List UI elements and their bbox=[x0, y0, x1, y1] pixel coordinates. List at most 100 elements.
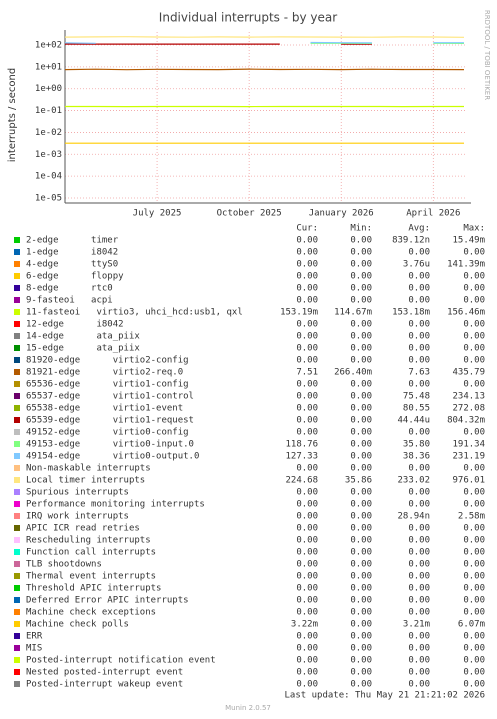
legend-stat: 153.18m bbox=[392, 308, 430, 318]
legend-stat: 0.00 bbox=[350, 668, 372, 678]
legend-stat: 0.00 bbox=[296, 560, 318, 570]
legend-label: MIS bbox=[26, 644, 42, 654]
legend-stat: 0.00 bbox=[463, 536, 485, 546]
series-line bbox=[64, 41, 464, 44]
legend-swatch bbox=[14, 417, 20, 423]
legend-stat: 0.00 bbox=[408, 596, 430, 606]
legend-stat: 0.00 bbox=[296, 356, 318, 366]
legend-stat: 0.00 bbox=[296, 488, 318, 498]
legend-swatch bbox=[14, 621, 20, 627]
legend-column-header: Cur: bbox=[296, 224, 318, 234]
legend-stat: 0.00 bbox=[350, 452, 372, 462]
legend-stat: 0.00 bbox=[296, 572, 318, 582]
legend-label: Performance monitoring interrupts bbox=[26, 500, 205, 510]
legend-stat: 804.32m bbox=[447, 416, 485, 426]
legend-stat: 0.00 bbox=[350, 656, 372, 666]
legend-stat: 0.00 bbox=[350, 536, 372, 546]
legend-stat: 0.00 bbox=[408, 332, 430, 342]
series-line bbox=[64, 36, 465, 38]
legend-stat: 0.00 bbox=[408, 284, 430, 294]
legend-swatch bbox=[14, 681, 20, 687]
legend-stat: 0.00 bbox=[463, 356, 485, 366]
legend-swatch bbox=[14, 309, 20, 315]
legend-label: IRQ work interrupts bbox=[26, 512, 129, 522]
legend-stat: 38.36 bbox=[403, 452, 430, 462]
legend-swatch bbox=[14, 477, 20, 483]
legend-swatch bbox=[14, 237, 20, 243]
legend-swatch bbox=[14, 285, 20, 291]
legend-stat: 44.44u bbox=[397, 416, 430, 426]
legend-stat: 0.00 bbox=[463, 284, 485, 294]
x-tick-label: July 2025 bbox=[133, 209, 182, 219]
legend-stat: 0.00 bbox=[463, 380, 485, 390]
legend-label: 2-edge timer bbox=[26, 236, 119, 246]
legend-stat: 118.76 bbox=[285, 440, 318, 450]
legend-stat: 0.00 bbox=[408, 272, 430, 282]
y-tick-label: 1e-05 bbox=[35, 193, 62, 203]
legend-label: 11-fasteoi virtio3, uhci_hcd:usb1, qxl bbox=[26, 308, 243, 318]
legend-stat: 0.00 bbox=[350, 572, 372, 582]
legend-stat: 976.01 bbox=[452, 476, 485, 486]
legend-stat: 0.00 bbox=[350, 248, 372, 258]
legend-stat: 0.00 bbox=[408, 344, 430, 354]
legend-swatch bbox=[14, 453, 20, 459]
legend-label: 8-edge rtc0 bbox=[26, 284, 113, 294]
legend-label: Spurious interrupts bbox=[26, 488, 129, 498]
x-tick-label: January 2026 bbox=[309, 209, 374, 219]
legend-stat: 7.63 bbox=[408, 368, 430, 378]
chart-title: Individual interrupts - by year bbox=[159, 11, 337, 25]
legend-label: 49154-edge virtio0-output.0 bbox=[26, 452, 199, 462]
legend-label: Function call interrupts bbox=[26, 548, 156, 558]
legend-label: Threshold APIC interrupts bbox=[26, 584, 161, 594]
legend-stat: 0.00 bbox=[350, 548, 372, 558]
legend-stat: 0.00 bbox=[408, 536, 430, 546]
legend-stat: 0.00 bbox=[296, 668, 318, 678]
legend-stat: 272.08 bbox=[452, 404, 485, 414]
legend-label: TLB shootdowns bbox=[26, 560, 102, 570]
legend-label: 65537-edge virtio1-control bbox=[26, 392, 194, 402]
legend-swatch bbox=[14, 537, 20, 543]
y-axis-label: interrupts / second bbox=[7, 68, 18, 162]
legend-stat: 0.00 bbox=[408, 296, 430, 306]
legend-stat: 0.00 bbox=[296, 416, 318, 426]
legend-stat: 0.00 bbox=[463, 632, 485, 642]
legend-stat: 0.00 bbox=[408, 380, 430, 390]
legend-label: APIC ICR read retries bbox=[26, 524, 140, 534]
legend-stat: 0.00 bbox=[463, 548, 485, 558]
legend-swatch bbox=[14, 597, 20, 603]
legend-label: 49152-edge virtio0-config bbox=[26, 428, 189, 438]
legend-stat: 0.00 bbox=[463, 524, 485, 534]
legend-stat: 234.13 bbox=[452, 392, 485, 402]
legend-stat: 233.02 bbox=[397, 476, 430, 486]
legend-stat: 0.00 bbox=[296, 596, 318, 606]
legend-label: 6-edge floppy bbox=[26, 272, 124, 282]
legend-stat: 0.00 bbox=[296, 464, 318, 474]
legend-swatch bbox=[14, 489, 20, 495]
legend-stat: 231.19 bbox=[452, 452, 485, 462]
legend-stat: 0.00 bbox=[408, 356, 430, 366]
legend-stat: 0.00 bbox=[350, 644, 372, 654]
legend-column-header: Avg: bbox=[408, 224, 430, 234]
legend-stat: 3.76u bbox=[403, 260, 430, 270]
legend-label: Nested posted-interrupt event bbox=[26, 668, 183, 678]
legend-stat: 0.00 bbox=[350, 596, 372, 606]
legend-label: Posted-interrupt notification event bbox=[26, 656, 216, 666]
legend-stat: 0.00 bbox=[463, 296, 485, 306]
legend-stat: 0.00 bbox=[463, 500, 485, 510]
legend-stat: 0.00 bbox=[463, 668, 485, 678]
legend-label: Non-maskable interrupts bbox=[26, 464, 151, 474]
legend-stat: 0.00 bbox=[296, 332, 318, 342]
legend-stat: 0.00 bbox=[296, 656, 318, 666]
legend-stat: 0.00 bbox=[296, 296, 318, 306]
legend-stat: 141.39m bbox=[447, 260, 485, 270]
legend-stat: 75.48 bbox=[403, 392, 430, 402]
legend-stat: 0.00 bbox=[350, 392, 372, 402]
legend-stat: 0.00 bbox=[296, 284, 318, 294]
legend-swatch bbox=[14, 549, 20, 555]
legend-column-header: Max: bbox=[463, 224, 485, 234]
legend-stat: 0.00 bbox=[350, 620, 372, 630]
legend-swatch bbox=[14, 429, 20, 435]
legend-swatch bbox=[14, 609, 20, 615]
legend-stat: 0.00 bbox=[463, 428, 485, 438]
legend-stat: 0.00 bbox=[350, 560, 372, 570]
